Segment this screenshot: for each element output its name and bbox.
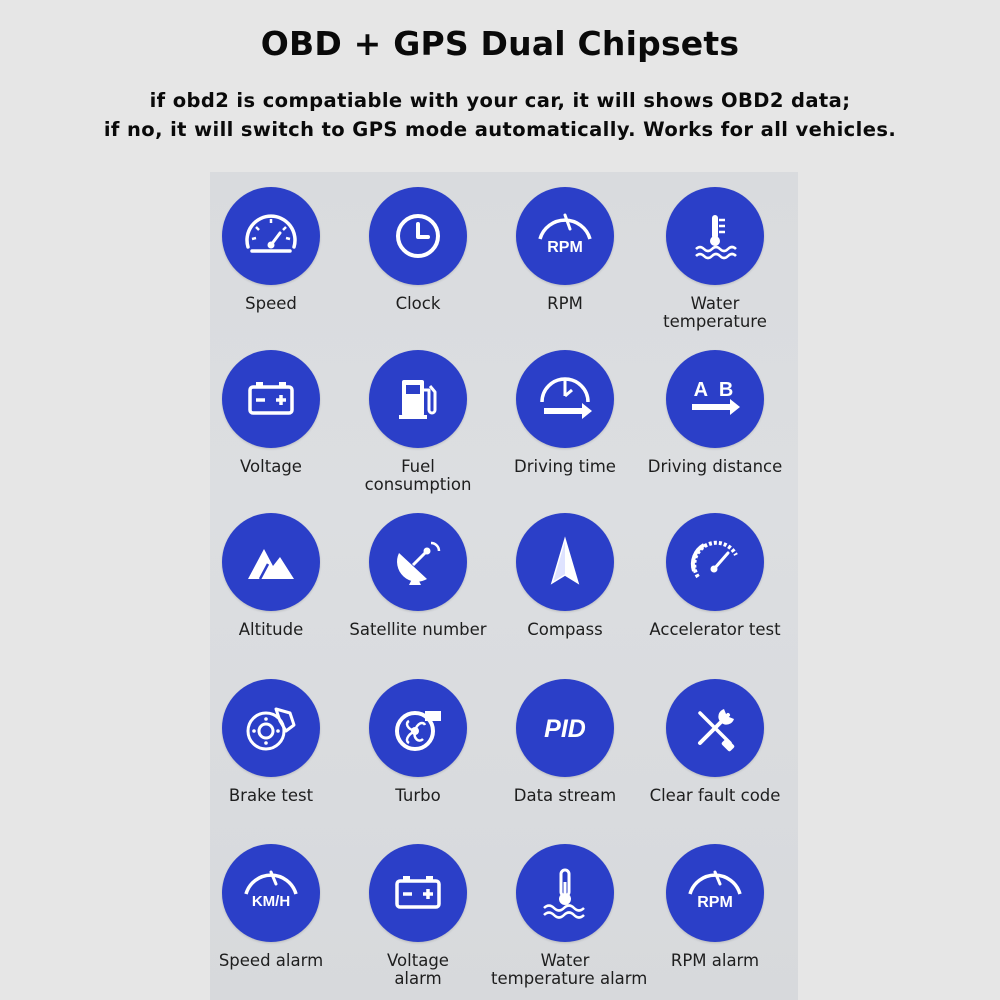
feature-clear-fault-code: Clear fault code: [641, 679, 789, 805]
feature-label: Altitude: [238, 620, 304, 639]
rpm-gauge-icon: RPM: [516, 187, 614, 285]
feature-water-temperature: Water temperature: [641, 187, 789, 331]
battery-alarm-icon: [369, 844, 467, 942]
a-b-icon-text: A B: [694, 379, 737, 401]
feature-rpm: RPM RPM: [491, 187, 639, 313]
feature-label: RPM: [547, 294, 583, 313]
feature-label: RPM alarm: [670, 951, 760, 970]
feature-label: Water temperature alarm: [491, 951, 648, 988]
label-line-1: Water: [540, 951, 590, 970]
label-line-1: Voltage: [387, 951, 449, 970]
page-title: OBD + GPS Dual Chipsets: [260, 24, 740, 63]
label-line-2: temperature: [663, 312, 767, 331]
feature-satellite-number: Satellite number: [344, 513, 492, 639]
brake-disc-icon: [222, 679, 320, 777]
page-subtitle: if obd2 is compatiable with your car, it…: [0, 86, 1000, 144]
water-temperature-icon: [666, 187, 764, 285]
feature-speed: Speed: [197, 187, 345, 313]
feature-label: Speed alarm: [218, 951, 324, 970]
compass-icon: [516, 513, 614, 611]
pid-icon: PID: [516, 679, 614, 777]
label-line-1: Fuel: [401, 457, 435, 476]
rpm-icon-text: RPM: [547, 239, 583, 256]
feature-label: Water temperature: [641, 295, 789, 331]
feature-label: Clear fault code: [649, 786, 781, 805]
label-line-2: temperature alarm: [491, 969, 648, 988]
fuel-pump-icon: [369, 350, 467, 448]
subtitle-line-2: if no, it will switch to GPS mode automa…: [103, 118, 897, 141]
feature-label: Brake test: [228, 786, 314, 805]
feature-fuel-consumption: Fuel consumption: [344, 350, 492, 494]
feature-label: Satellite number: [349, 620, 487, 639]
accelerator-gauge-icon: [666, 513, 764, 611]
feature-label: Driving distance: [647, 457, 783, 476]
feature-data-stream: PID Data stream: [491, 679, 639, 805]
feature-label: Voltage: [240, 457, 302, 476]
feature-label: Compass: [527, 620, 603, 639]
turbo-icon: [369, 679, 467, 777]
feature-label: Turbo: [395, 786, 441, 805]
feature-brake-test: Brake test: [197, 679, 345, 805]
feature-rpm-alarm: RPM RPM alarm: [641, 844, 789, 970]
wrench-screwdriver-icon: [666, 679, 764, 777]
feature-clock: Clock: [344, 187, 492, 313]
label-line-2: alarm: [394, 969, 442, 988]
feature-water-temperature-alarm: Water temperature alarm: [491, 844, 648, 988]
rpm-alarm-icon-text: RPM: [697, 894, 733, 911]
kmh-icon-text: KM/H: [252, 893, 290, 910]
rpm-alarm-icon: RPM: [666, 844, 764, 942]
feature-label: Speed: [245, 294, 297, 313]
feature-turbo: Turbo: [344, 679, 492, 805]
feature-label: Accelerator test: [649, 620, 781, 639]
driving-time-icon: [516, 350, 614, 448]
feature-label: Clock: [395, 294, 441, 313]
feature-voltage: Voltage: [197, 350, 345, 476]
feature-speed-alarm: KM/H Speed alarm: [197, 844, 345, 970]
kmh-gauge-icon: KM/H: [222, 844, 320, 942]
battery-icon: [222, 350, 320, 448]
satellite-dish-icon: [369, 513, 467, 611]
mountain-icon: [222, 513, 320, 611]
a-to-b-icon: A B: [666, 350, 764, 448]
feature-label: Voltage alarm: [344, 952, 492, 988]
label-line-2: consumption: [364, 475, 472, 494]
label-line-1: Water: [690, 294, 740, 313]
feature-label: Driving time: [514, 457, 616, 476]
thermometer-alarm-icon: [516, 844, 614, 942]
feature-label: Fuel consumption: [344, 458, 492, 494]
pid-icon-text: PID: [544, 715, 586, 743]
feature-altitude: Altitude: [197, 513, 345, 639]
feature-driving-distance: A B Driving distance: [641, 350, 789, 476]
feature-voltage-alarm: Voltage alarm: [344, 844, 492, 988]
feature-accelerator-test: Accelerator test: [641, 513, 789, 639]
speedometer-icon: [222, 187, 320, 285]
subtitle-line-1: if obd2 is compatiable with your car, it…: [149, 89, 851, 112]
feature-driving-time: Driving time: [491, 350, 639, 476]
feature-compass: Compass: [491, 513, 639, 639]
feature-label: Data stream: [513, 786, 617, 805]
clock-icon: [369, 187, 467, 285]
